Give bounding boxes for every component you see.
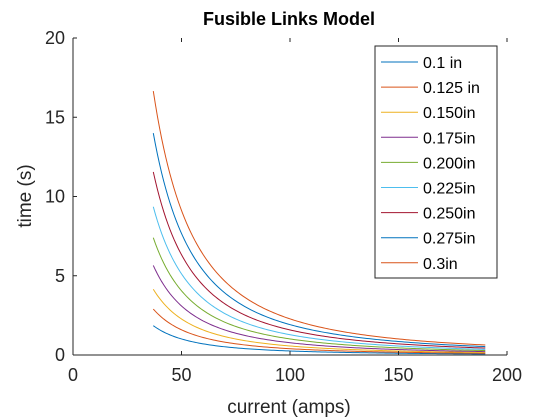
y-tick-label: 0 [55,345,65,365]
y-tick-label: 10 [45,187,65,207]
legend-entry: 0.125 in [423,80,480,97]
x-tick-label: 100 [275,365,305,385]
series-line-1 [152,308,486,354]
x-axis-label: current (amps) [227,397,351,418]
x-tick-label: 0 [68,365,78,385]
x-axis-ticks: 0 50 100 150 200 [68,38,522,385]
series-line-8 [152,91,486,346]
legend-entry: 0.1 in [423,55,462,72]
series-lines [152,91,486,355]
series-line-7 [152,133,486,348]
series-line-5 [152,206,486,350]
y-tick-label: 15 [45,107,65,127]
legend-entry: 0.250in [423,206,476,223]
legend-entry: 0.225in [423,181,476,198]
legend-items: 0.1 in 0.125 in 0.150in 0.175in 0.200in 0.225… [381,55,480,273]
y-tick-label: 20 [45,28,65,48]
legend-entry: 0.200in [423,155,476,172]
legend-entry: 0.3in [423,256,458,273]
x-tick-label: 50 [171,365,191,385]
legend-entry: 0.275in [423,231,476,248]
y-axis-label: time (s) [15,164,36,227]
series-line-4 [152,237,486,352]
chart-title: Fusible Links Model [203,9,375,29]
y-tick-label: 5 [55,266,65,286]
legend: 0.1 in 0.125 in 0.150in 0.175in 0.200in 0.225… [374,45,498,279]
legend-entry: 0.150in [423,105,476,122]
series-line-6 [152,171,486,349]
y-axis-ticks: 0 5 10 15 20 [45,28,77,365]
x-tick-label: 150 [383,365,413,385]
legend-entry: 0.175in [423,130,476,147]
series-line-2 [152,288,486,354]
x-tick-label: 200 [492,365,522,385]
series-line-3 [152,265,486,353]
series-line-0 [153,325,486,355]
